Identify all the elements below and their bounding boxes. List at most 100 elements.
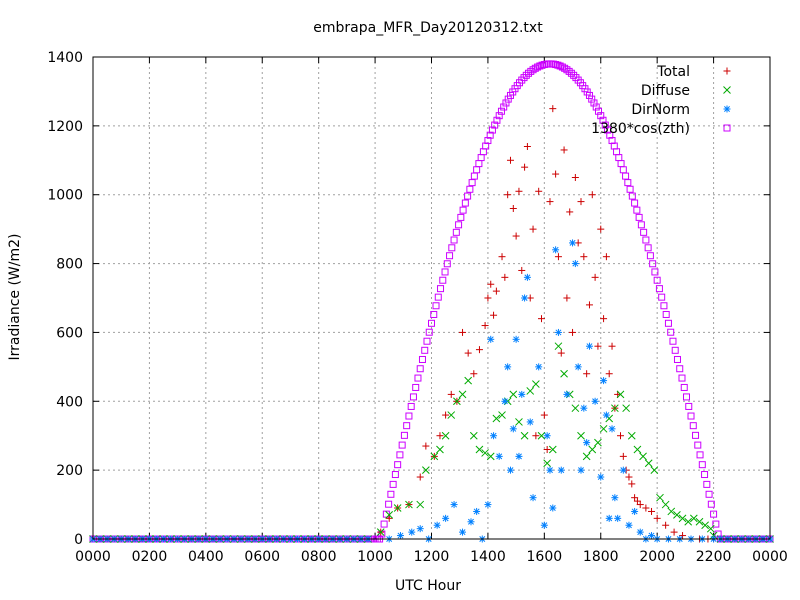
data-point [653,514,661,522]
cos-zth-marker [694,441,702,449]
grid [93,57,770,539]
data-point [656,493,664,502]
data-point [557,466,565,474]
data-point [577,466,585,474]
data-point [475,346,483,354]
data-point [580,404,588,412]
data-point [642,504,650,512]
legend-label: Total [656,64,690,80]
data-point [599,424,608,433]
cos-zth-marker [637,221,645,229]
cos-zth-marker [631,199,639,207]
data-point [554,253,562,261]
data-point [441,431,450,440]
axis-ticks: 0000 0200 0400 0600 0800 1000 1200 1400 1600 1800… [47,50,787,565]
data-point [469,431,478,440]
cos-zth-marker [669,337,677,345]
data-point [408,528,416,536]
x-tick-label: 0800 [301,549,337,565]
cos-zth-marker [667,328,675,336]
y-axis-label: Irradiance (W/m2) [7,234,23,361]
cos-zth-marker [446,252,454,260]
cos-zth-marker [385,500,393,508]
cos-zth-marker [649,260,657,268]
data-point [520,431,529,440]
data-point [532,432,540,440]
data-point [521,163,529,171]
cos-zth-marker [439,276,447,284]
cos-zth-marker [651,268,659,276]
cos-zth-marker [423,337,431,345]
data-point [569,239,577,247]
cos-zth-marker [664,319,672,327]
cos-zth-marker [565,67,573,75]
y-tick-label: 200 [56,463,83,479]
data-point [450,501,458,509]
data-point [416,500,425,509]
cos-zth-marker [488,126,496,134]
cos-zth-marker [452,228,460,236]
data-point [701,521,709,530]
data-point [405,500,413,509]
cos-zth-marker [678,374,686,382]
y-tick-label: 1400 [47,50,83,66]
data-point [594,342,602,350]
cos-zth-marker [405,412,413,420]
data-point [605,370,613,378]
data-point [633,445,642,454]
cos-zth-marker [628,192,636,200]
data-point [625,473,633,481]
cos-zth-marker [484,137,492,145]
data-point [481,449,489,457]
data-point [442,411,450,419]
data-point [602,411,610,419]
data-point [585,342,593,350]
data-point [521,294,529,302]
data-point [543,459,552,468]
data-point [549,504,557,512]
data-point [552,246,560,254]
data-point [577,198,585,206]
x-tick-label: 1400 [470,549,506,565]
legend-label: DirNorm [631,102,690,118]
cos-zth-marker [604,126,612,134]
data-point [616,432,624,440]
data-point [385,511,394,519]
data-point [484,501,492,509]
cos-zth-marker [466,185,474,193]
cos-zth-marker [432,302,440,310]
data-point [594,438,602,447]
data-point [459,528,467,536]
x-tick-label: 1800 [583,549,619,565]
data-point [588,445,597,454]
cos-zth-marker [662,310,670,318]
data-point [627,431,636,440]
cos-zth-marker [653,276,661,284]
data-point [396,532,404,540]
data-point [492,414,501,423]
data-point [543,445,551,453]
data-point [447,411,456,419]
cos-zth-marker [520,74,528,82]
cos-zth-marker [701,471,709,479]
data-point [416,525,424,533]
cos-zth-marker [495,112,503,120]
data-point [695,517,704,526]
cos-zth-marker [592,103,600,111]
data-point [422,442,430,450]
cos-zth-marker [655,285,663,293]
data-point [487,280,495,288]
cos-zth-marker [400,431,408,439]
data-point [512,232,520,240]
data-point [459,328,467,336]
cos-zth-marker [624,179,632,187]
cos-zth-marker [500,103,508,111]
data-point [582,452,591,461]
cos-zth-marker [531,64,539,72]
data-point [580,253,588,261]
cos-zth-marker [642,236,650,244]
data-point [549,105,557,113]
data-point [376,528,385,536]
data-point [436,432,444,440]
